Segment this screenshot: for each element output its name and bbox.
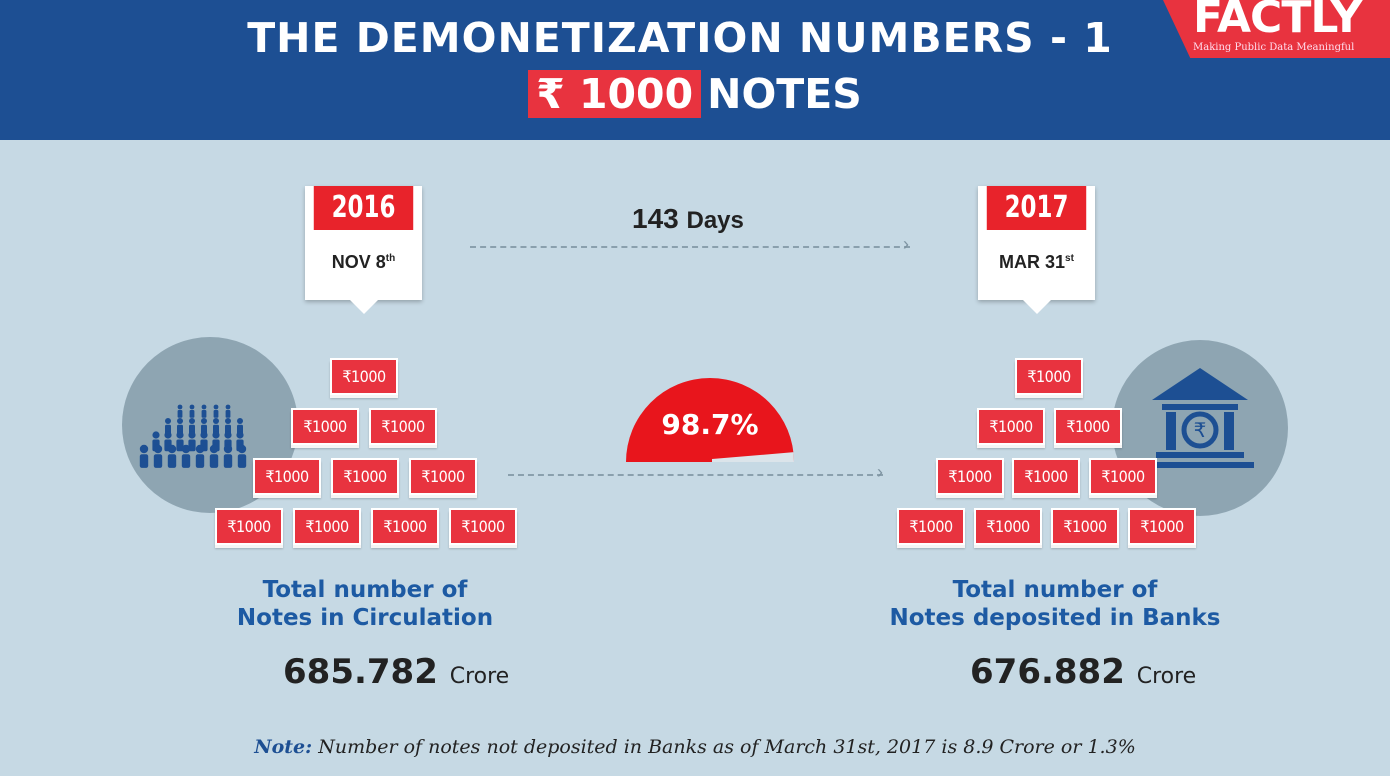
arrow-head-icon: › <box>903 234 909 254</box>
undeposited-slice <box>712 452 794 462</box>
page-title: THE DEMONETIZATION NUMBERS - 1 <box>247 14 1113 62</box>
deposited-value: 676.882 Crore <box>970 652 1197 692</box>
note-1000-left: ₹1000 <box>449 508 517 545</box>
header-banner: THE DEMONETIZATION NUMBERS - 1 ₹ 1000 NOT… <box>0 0 1390 140</box>
note-1000-left: ₹1000 <box>253 458 321 495</box>
note-1000-left: ₹1000 <box>369 408 437 445</box>
note-1000-left: ₹1000 <box>409 458 477 495</box>
start-date: NOV 8th <box>331 252 396 272</box>
subtitle-suffix: NOTES <box>707 70 862 118</box>
note-1000-right: ₹1000 <box>936 458 1004 495</box>
circulation-value: 685.782 Crore <box>283 652 510 692</box>
start-year: 2016 <box>313 186 414 230</box>
note-1000-left: ₹1000 <box>293 508 361 545</box>
deposit-arrow <box>508 474 883 476</box>
logo-tagline: Making Public Data Meaningful <box>1193 42 1355 53</box>
note-1000-right: ₹1000 <box>1051 508 1119 545</box>
right-label: Total number of Notes deposited in Banks <box>889 577 1221 631</box>
arrow-head-icon: › <box>877 462 883 482</box>
calendar-end: 2017 MAR 31st <box>978 186 1095 314</box>
note-1000-left: ₹1000 <box>331 458 399 495</box>
note-1000-left: ₹1000 <box>330 358 398 395</box>
end-date: MAR 31st <box>999 252 1074 272</box>
note-1000-right: ₹1000 <box>1015 358 1083 395</box>
denomination-badge: ₹ 1000 <box>528 70 702 118</box>
people-icon <box>139 404 247 468</box>
bank-icon: ₹ <box>1150 368 1254 468</box>
left-label: Total number of Notes in Circulation <box>236 577 494 631</box>
note-1000-right: ₹1000 <box>974 508 1042 545</box>
svg-text:₹: ₹ <box>1194 418 1207 442</box>
end-year: 2017 <box>986 186 1087 230</box>
note-1000-left: ₹1000 <box>371 508 439 545</box>
timeline-arrow <box>470 246 910 248</box>
note-1000-right: ₹1000 <box>977 408 1045 445</box>
logo-name: FACTLY <box>1193 0 1362 43</box>
note-1000-left: ₹1000 <box>291 408 359 445</box>
duration: 143 Days <box>632 203 744 234</box>
note-1000-right: ₹1000 <box>1012 458 1080 495</box>
note-1000-right: ₹1000 <box>897 508 965 545</box>
note-1000-right: ₹1000 <box>1054 408 1122 445</box>
calendar-start: 2016 NOV 8th <box>305 186 422 314</box>
footnote: Note: Number of notes not deposited in B… <box>254 736 1136 758</box>
note-1000-right: ₹1000 <box>1128 508 1196 545</box>
page-subtitle: ₹ 1000 NOTES <box>0 70 1390 118</box>
note-1000-left: ₹1000 <box>215 508 283 545</box>
note-1000-right: ₹1000 <box>1089 458 1157 495</box>
deposit-percentage-gauge: 98.7% <box>626 378 794 462</box>
factly-logo: FACTLY Making Public Data Meaningful <box>1163 0 1390 58</box>
percentage-label: 98.7% <box>661 408 759 441</box>
